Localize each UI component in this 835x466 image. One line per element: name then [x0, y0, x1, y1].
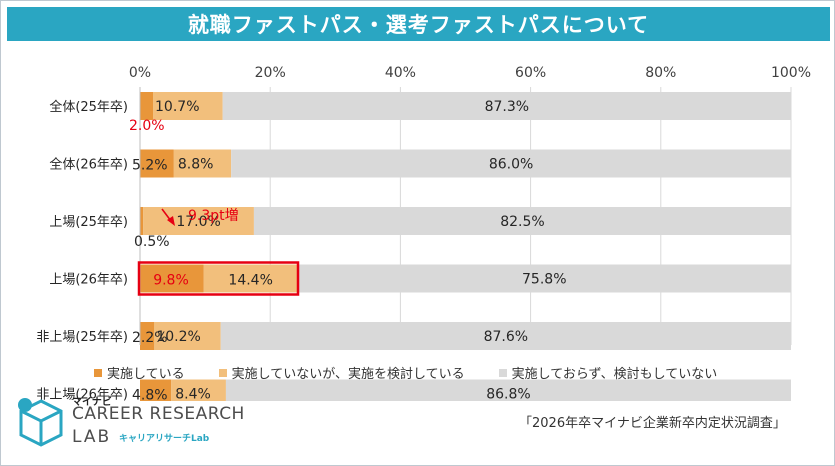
- legend-swatch-implemented: [94, 368, 102, 377]
- legend-swatch-considering: [218, 368, 227, 377]
- legend-item-considering: 実施していないが、実施を検討している: [218, 363, 465, 382]
- stacked-bar-chart: 0% 20% 40% 60% 80% 100% 全体(25年卒) 全体(26年卒) 上場(25年…: [36, 65, 811, 402]
- category-label-0: 全体(25年卒): [49, 99, 128, 115]
- career-research-lab-logo: マイナビ CAREER RESEARCH LAB キャリアリサーチLab: [15, 393, 244, 453]
- logo-line2: LAB: [72, 427, 112, 447]
- title-bar: 就職ファストパス・選考ファストパスについて: [7, 7, 830, 41]
- data-label-s0-r5: 4.8%: [132, 388, 168, 402]
- data-label-s2-r3: 75.8%: [522, 272, 566, 288]
- data-label-s1-r2: 17.0%: [176, 214, 220, 230]
- category-label-5: 非上場(26年卒): [36, 388, 128, 402]
- legend-label-considering: 実施していないが、実施を検討している: [231, 367, 465, 382]
- bar-s1-r1: [173, 149, 232, 178]
- data-label-s0-r3: 9.8%: [153, 273, 189, 289]
- x-tick-label-3: 60%: [515, 65, 546, 81]
- data-label-s2-r1: 86.0%: [489, 157, 533, 173]
- data-label-s0-r0: 2.0%: [129, 118, 165, 134]
- data-label-s1-r0: 10.7%: [155, 99, 199, 115]
- data-label-s2-r4: 87.6%: [484, 329, 528, 345]
- legend-item-not-considering: 実施しておらず、検討もしていない: [498, 363, 718, 382]
- x-tick-label-4: 80%: [645, 65, 676, 81]
- bar-s0-r3: [140, 264, 204, 293]
- bar-s1-r3: [203, 264, 298, 293]
- logo-kana: キャリアリサーチLab: [119, 434, 210, 444]
- legend: 実施している 実施していないが、実施を検討している 実施しておらず、検討もしてい…: [94, 363, 751, 382]
- annotation-text: 9.3pt増: [188, 208, 239, 224]
- legend-swatch-not-considering: [498, 368, 507, 377]
- cube-logo-icon: [18, 398, 63, 447]
- category-label-4: 非上場(25年卒): [36, 330, 128, 345]
- data-label-s1-r4: 10.2%: [156, 329, 200, 345]
- bar-s0-r0: [140, 92, 154, 120]
- bar-s2-r5: [225, 379, 791, 401]
- page-title: 就職ファストパス・選考ファストパスについて: [187, 13, 650, 37]
- bar-s2-r4: [220, 322, 791, 350]
- bar-s2-r2: [253, 207, 792, 235]
- legend-label-not-considering: 実施しておらず、検討もしていない: [511, 367, 718, 382]
- data-label-s0-r4: 2.2%: [132, 330, 168, 346]
- category-label-1: 全体(26年卒): [49, 157, 128, 173]
- bar-s1-r5: [171, 379, 226, 401]
- bar-s1-r2: [143, 207, 254, 235]
- data-label-s1-r1: 8.8%: [178, 157, 214, 173]
- bar-s0-r5: [140, 379, 172, 401]
- bar-s2-r0: [222, 92, 791, 120]
- logo-line1: CAREER RESEARCH: [72, 404, 245, 424]
- logo-brand: マイナビ: [72, 397, 112, 408]
- x-tick-label-5: 100%: [771, 65, 811, 81]
- data-label-s0-r1: 5.2%: [132, 158, 168, 174]
- category-label-3: 上場(26年卒): [49, 273, 128, 288]
- data-label-s2-r0: 87.3%: [485, 99, 529, 115]
- bar-s2-r1: [231, 149, 791, 178]
- x-tick-label-2: 40%: [385, 65, 416, 81]
- category-label-2: 上場(25年卒): [49, 215, 128, 230]
- bar-s1-r0: [153, 92, 223, 120]
- bar-s0-r2: [140, 207, 144, 235]
- annotation-arrow-head: [167, 216, 175, 226]
- data-label-s2-r2: 82.5%: [500, 214, 544, 230]
- legend-item-implemented: 実施している: [94, 363, 185, 382]
- bar-s1-r4: [154, 322, 221, 350]
- x-tick-label-1: 20%: [255, 65, 286, 81]
- data-label-s1-r5: 8.4%: [175, 387, 211, 402]
- bar-s2-r3: [297, 264, 791, 293]
- highlight-box: [137, 261, 300, 296]
- source-note: 「2026年卒マイナビ企業新卒内定状況調査」: [519, 416, 786, 431]
- data-label-s1-r3: 14.4%: [228, 273, 272, 289]
- x-tick-label-0: 0%: [129, 65, 151, 81]
- data-label-s0-r2: 0.5%: [134, 234, 170, 250]
- bar-s0-r4: [140, 322, 155, 350]
- data-label-s2-r5: 86.8%: [486, 387, 530, 402]
- bar-s0-r1: [140, 149, 174, 178]
- legend-label-implemented: 実施している: [107, 367, 185, 382]
